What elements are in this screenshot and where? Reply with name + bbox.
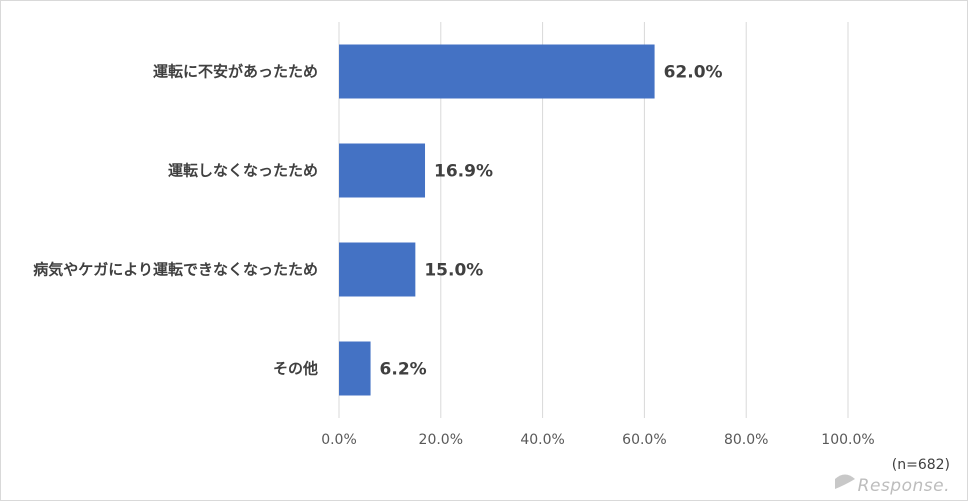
x-axis-ticks: 0.0% 20.0% 40.0% 60.0% 80.0% 100.0% (321, 432, 874, 448)
value-label: 6.2% (380, 360, 427, 380)
bars (339, 44, 655, 396)
x-tick-label: 20.0% (419, 432, 463, 448)
value-label: 62.0% (664, 63, 723, 83)
bar (339, 143, 426, 198)
category-label: 運転に不安があったため (153, 63, 318, 81)
category-label: 運転しなくなったため (168, 162, 318, 180)
value-label: 16.9% (434, 162, 493, 182)
response-logo: Response. (835, 474, 950, 496)
sample-size-note: (n=682) (892, 457, 950, 473)
bar (339, 44, 655, 99)
x-tick-label: 60.0% (622, 432, 666, 448)
x-tick-label: 100.0% (821, 432, 874, 448)
category-labels: 運転に不安があったため運転しなくなったため病気やケガにより運転できなくなったため… (33, 63, 318, 378)
category-label: その他 (273, 360, 318, 378)
watermark-text: Response. (858, 476, 950, 496)
bar (339, 242, 416, 297)
x-tick-label: 80.0% (724, 432, 768, 448)
category-label: 病気やケガにより運転できなくなったため (33, 261, 318, 279)
value-labels: 62.0% 16.9% 15.0% 6.2% (380, 63, 723, 380)
bar (339, 341, 371, 396)
x-tick-label: 0.0% (321, 432, 357, 448)
x-tick-label: 40.0% (520, 432, 564, 448)
logo-swoosh-icon (835, 474, 855, 489)
value-label: 15.0% (424, 261, 483, 281)
